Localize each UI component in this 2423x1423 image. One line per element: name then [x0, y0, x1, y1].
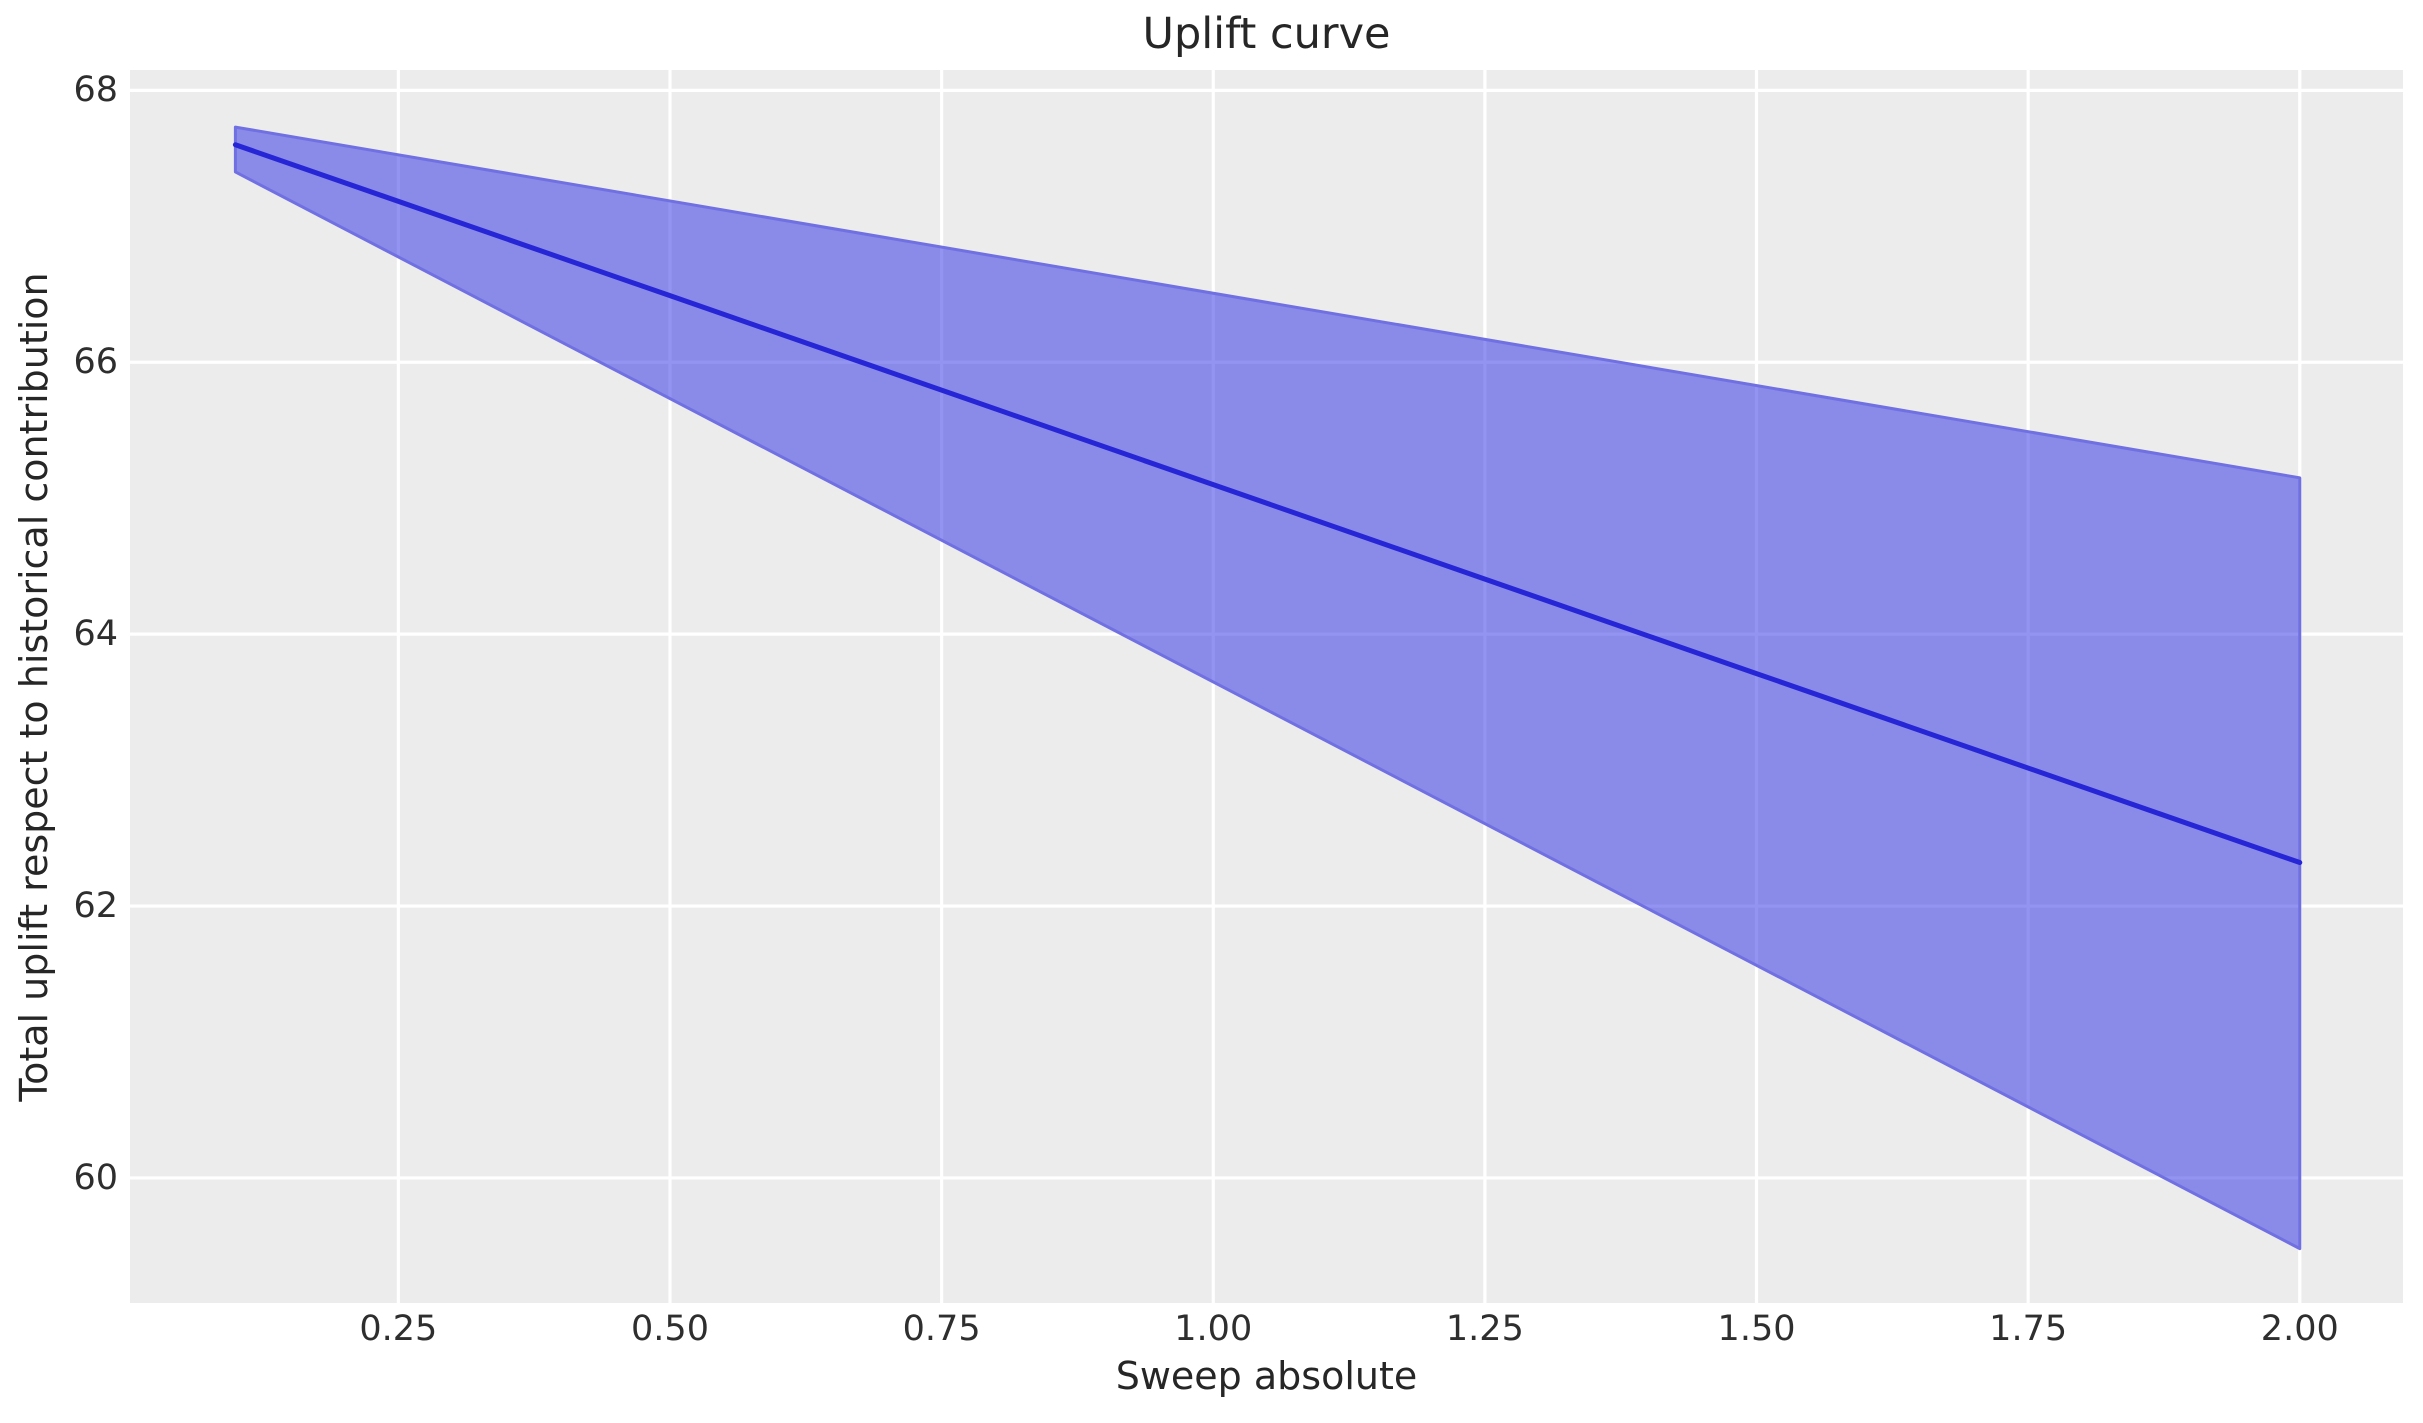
y-axis-label: Total uplift respect to historical contr…	[12, 272, 56, 1102]
confidence-band	[233, 125, 2302, 1251]
uplift-line	[232, 142, 2303, 866]
y-tick-label: 68	[73, 70, 118, 111]
chart-title: Uplift curve	[1142, 9, 1391, 59]
y-tick-label: 62	[73, 886, 118, 927]
x-tick-label: 1.75	[1989, 1309, 2068, 1349]
y-tick-label: 66	[73, 342, 118, 383]
y-tick-label: 60	[73, 1157, 118, 1198]
x-axis-label: Sweep absolute	[1115, 1354, 1418, 1398]
x-tick-label: 1.25	[1445, 1309, 1524, 1349]
x-tick-label: 0.75	[902, 1309, 981, 1349]
plot-canvas	[130, 70, 2403, 1303]
y-tick-label: 64	[73, 614, 118, 655]
x-tick-label: 0.25	[359, 1309, 438, 1349]
x-tick-label: 1.00	[1174, 1309, 1253, 1349]
x-tick-label: 2.00	[2260, 1309, 2339, 1349]
plot-area	[130, 70, 2403, 1303]
x-tick-label: 0.50	[631, 1309, 709, 1349]
x-tick-label: 1.50	[1717, 1309, 1796, 1349]
